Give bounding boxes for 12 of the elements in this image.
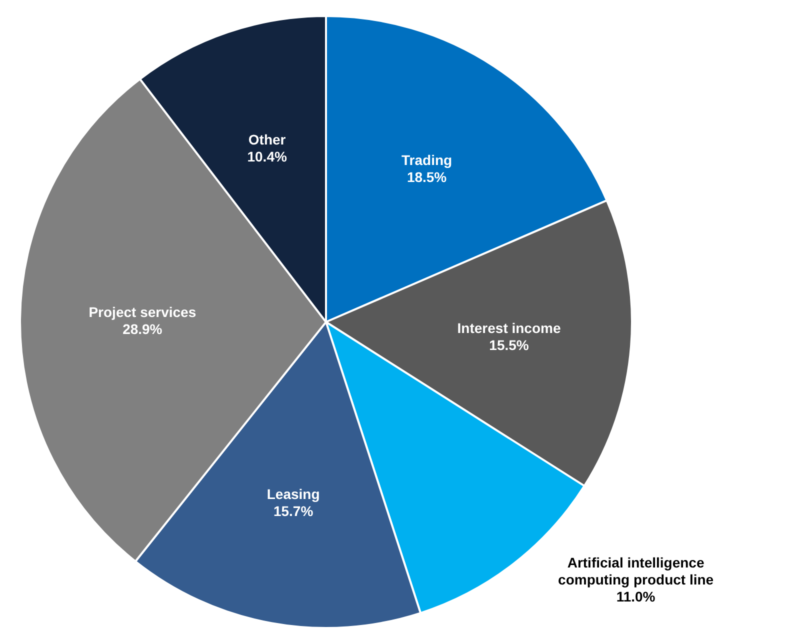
data-label: 11.0%	[616, 588, 656, 605]
data-label: 15.5%	[489, 336, 530, 353]
slice-label: Artificial intelligence computing product line	[558, 554, 714, 588]
slice-label: Leasing	[266, 486, 320, 502]
data-label: 10.4%	[247, 148, 288, 165]
data-label: 15.7%	[273, 503, 314, 520]
data-label: 18.5%	[406, 169, 448, 186]
slice-label: Interest income	[457, 320, 561, 336]
slice-label: Project services	[88, 304, 196, 320]
slice-label: Other	[248, 132, 286, 148]
data-label: 28.9%	[122, 320, 163, 337]
slice-label: Trading	[402, 152, 452, 168]
